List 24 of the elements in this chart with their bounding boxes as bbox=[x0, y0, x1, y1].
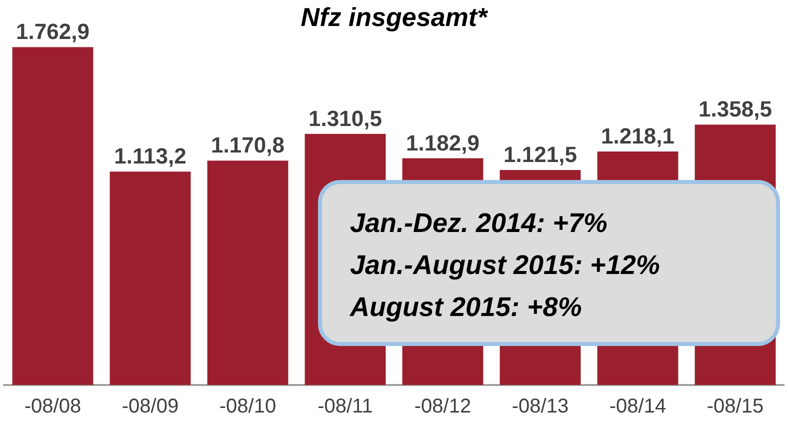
data-label: 1.310,5 bbox=[308, 106, 382, 131]
x-tick-label: -08/08 bbox=[24, 396, 82, 418]
data-label: 1.182,9 bbox=[406, 130, 480, 156]
x-tick-label: -08/14 bbox=[609, 396, 666, 418]
x-tick-label: -08/11 bbox=[318, 396, 373, 418]
x-tick-label: -08/09 bbox=[122, 396, 179, 418]
data-label: 1.218,1 bbox=[601, 124, 674, 149]
x-tick-label: -08/15 bbox=[706, 396, 764, 418]
bar bbox=[207, 160, 288, 385]
data-label: 1.358,5 bbox=[698, 96, 772, 122]
bar bbox=[110, 172, 191, 385]
annotation: Jan.-Dez. 2014: +7% bbox=[350, 207, 608, 240]
x-tick-label: -08/12 bbox=[414, 396, 472, 418]
chart-title: Nfz insgesamt* bbox=[300, 2, 488, 32]
annotation: Jan.-August 2015: +12% bbox=[350, 249, 661, 282]
annotation: August 2015: +8% bbox=[350, 291, 583, 324]
x-tick-label: -08/13 bbox=[512, 396, 569, 418]
text-box: Jan.-Dez. 2014: +7% Jan.-August 2015: +12% August 2015: +8% bbox=[318, 180, 780, 346]
bar bbox=[12, 47, 94, 385]
data-label: 1.170,8 bbox=[211, 132, 284, 158]
data-label: 1.121,5 bbox=[504, 142, 577, 168]
x-tick-label: -08/10 bbox=[219, 396, 276, 418]
data-label: 1.762,9 bbox=[16, 19, 90, 44]
data-label: 1.113,2 bbox=[114, 144, 186, 169]
